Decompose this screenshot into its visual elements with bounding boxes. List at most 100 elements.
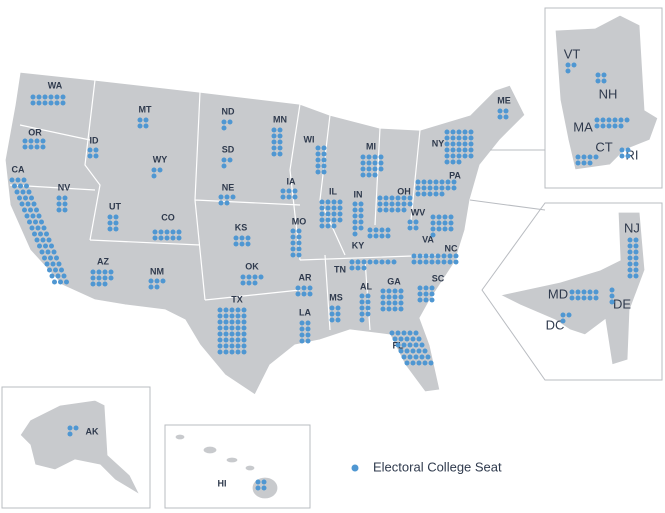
seat-dot (152, 229, 158, 235)
seat-dot (170, 235, 176, 241)
seat-dot (246, 280, 252, 286)
seat-dots (444, 129, 474, 165)
seat-dot (497, 108, 503, 114)
seat-dot (468, 129, 474, 135)
seat-dot (223, 313, 229, 319)
seat-dot (462, 153, 468, 159)
seat-dot (448, 220, 454, 226)
seat-dot (90, 269, 96, 275)
seat-dot (575, 160, 581, 166)
seat-dot (261, 479, 267, 485)
seat-dot (395, 330, 401, 336)
seat-dots (218, 194, 236, 206)
seat-dot (235, 313, 241, 319)
seat-dot (609, 299, 615, 305)
seat-dot (609, 287, 615, 293)
seat-dot (56, 195, 62, 201)
state: MD (548, 286, 599, 301)
seat-dot (241, 325, 247, 331)
seat-dot (32, 231, 37, 237)
seat-dot (439, 185, 445, 191)
seat-dot (380, 288, 386, 294)
seat-dot (261, 485, 267, 491)
seat-dot (329, 305, 335, 311)
seat-dot (386, 300, 392, 306)
state: OR (22, 127, 46, 150)
seat-dots (619, 147, 631, 159)
seat-dots (430, 214, 454, 238)
seat-dot (386, 294, 392, 300)
seat-dots (233, 235, 251, 247)
seat-dot (633, 237, 639, 243)
seat-dot (296, 240, 302, 246)
seat-dot (329, 317, 335, 323)
state-label: DC (546, 317, 565, 332)
seat-dot (401, 201, 407, 207)
seat-dot (42, 100, 48, 106)
seat-dot (62, 195, 68, 201)
seat-dot (45, 249, 51, 255)
seat-dot (575, 289, 581, 295)
seat-dot (395, 207, 401, 213)
seat-dot (108, 269, 114, 275)
seat-dot (407, 195, 413, 201)
seat-dot (404, 336, 410, 342)
seat-dot (377, 201, 383, 207)
seat-dot (427, 185, 433, 191)
seat-dot (246, 274, 252, 280)
state-label: ID (90, 135, 100, 145)
seat-dot (389, 330, 395, 336)
seat-dot (417, 259, 423, 265)
state: HI (218, 478, 267, 491)
seat-dot (410, 360, 416, 366)
state: SC (417, 273, 445, 303)
state: MS (329, 292, 343, 323)
seat-dot (39, 219, 44, 225)
seat-dot (365, 299, 371, 305)
seat-dot (433, 191, 439, 197)
seat-dot (430, 232, 436, 238)
seat-dot (224, 194, 230, 200)
seat-dot (48, 100, 54, 106)
seat-dot (378, 166, 384, 172)
seat-dot (627, 273, 633, 279)
seat-dot (319, 223, 325, 229)
seat-dot (319, 211, 325, 217)
state-label: WY (153, 154, 168, 164)
seat-dot (218, 200, 224, 206)
seat-dot (40, 144, 46, 150)
seat-dot (593, 289, 599, 295)
seat-dot (450, 153, 456, 159)
seat-dots (315, 145, 327, 175)
seat-dot (407, 201, 413, 207)
seat-dot (380, 300, 386, 306)
seat-dot (430, 220, 436, 226)
seat-dot (367, 227, 373, 233)
seat-dot (378, 160, 384, 166)
seat-dot (503, 114, 509, 120)
seat-dot (429, 253, 435, 259)
seat-dot (62, 201, 68, 207)
seat-dot (90, 281, 96, 287)
seat-dot (335, 311, 341, 317)
seat-dot (299, 338, 305, 344)
seat-dot (594, 123, 600, 129)
seat-dot (90, 275, 96, 281)
state: NH (595, 72, 617, 101)
hawaii-inset (164, 424, 311, 509)
seat-dot (151, 173, 157, 179)
state: CA (9, 164, 69, 285)
seat-dot (373, 259, 379, 265)
seat-dot (600, 123, 606, 129)
seat-dot (372, 160, 378, 166)
seat-dot (415, 179, 421, 185)
seat-dots (152, 229, 182, 241)
seat-dot (44, 231, 49, 237)
seat-dot (433, 185, 439, 191)
seat-dot (229, 349, 235, 355)
seat-dot (217, 331, 223, 337)
state: LA (299, 307, 311, 344)
seat-dot (148, 284, 154, 290)
seat-dots (67, 425, 79, 437)
seat-dot (391, 259, 397, 265)
